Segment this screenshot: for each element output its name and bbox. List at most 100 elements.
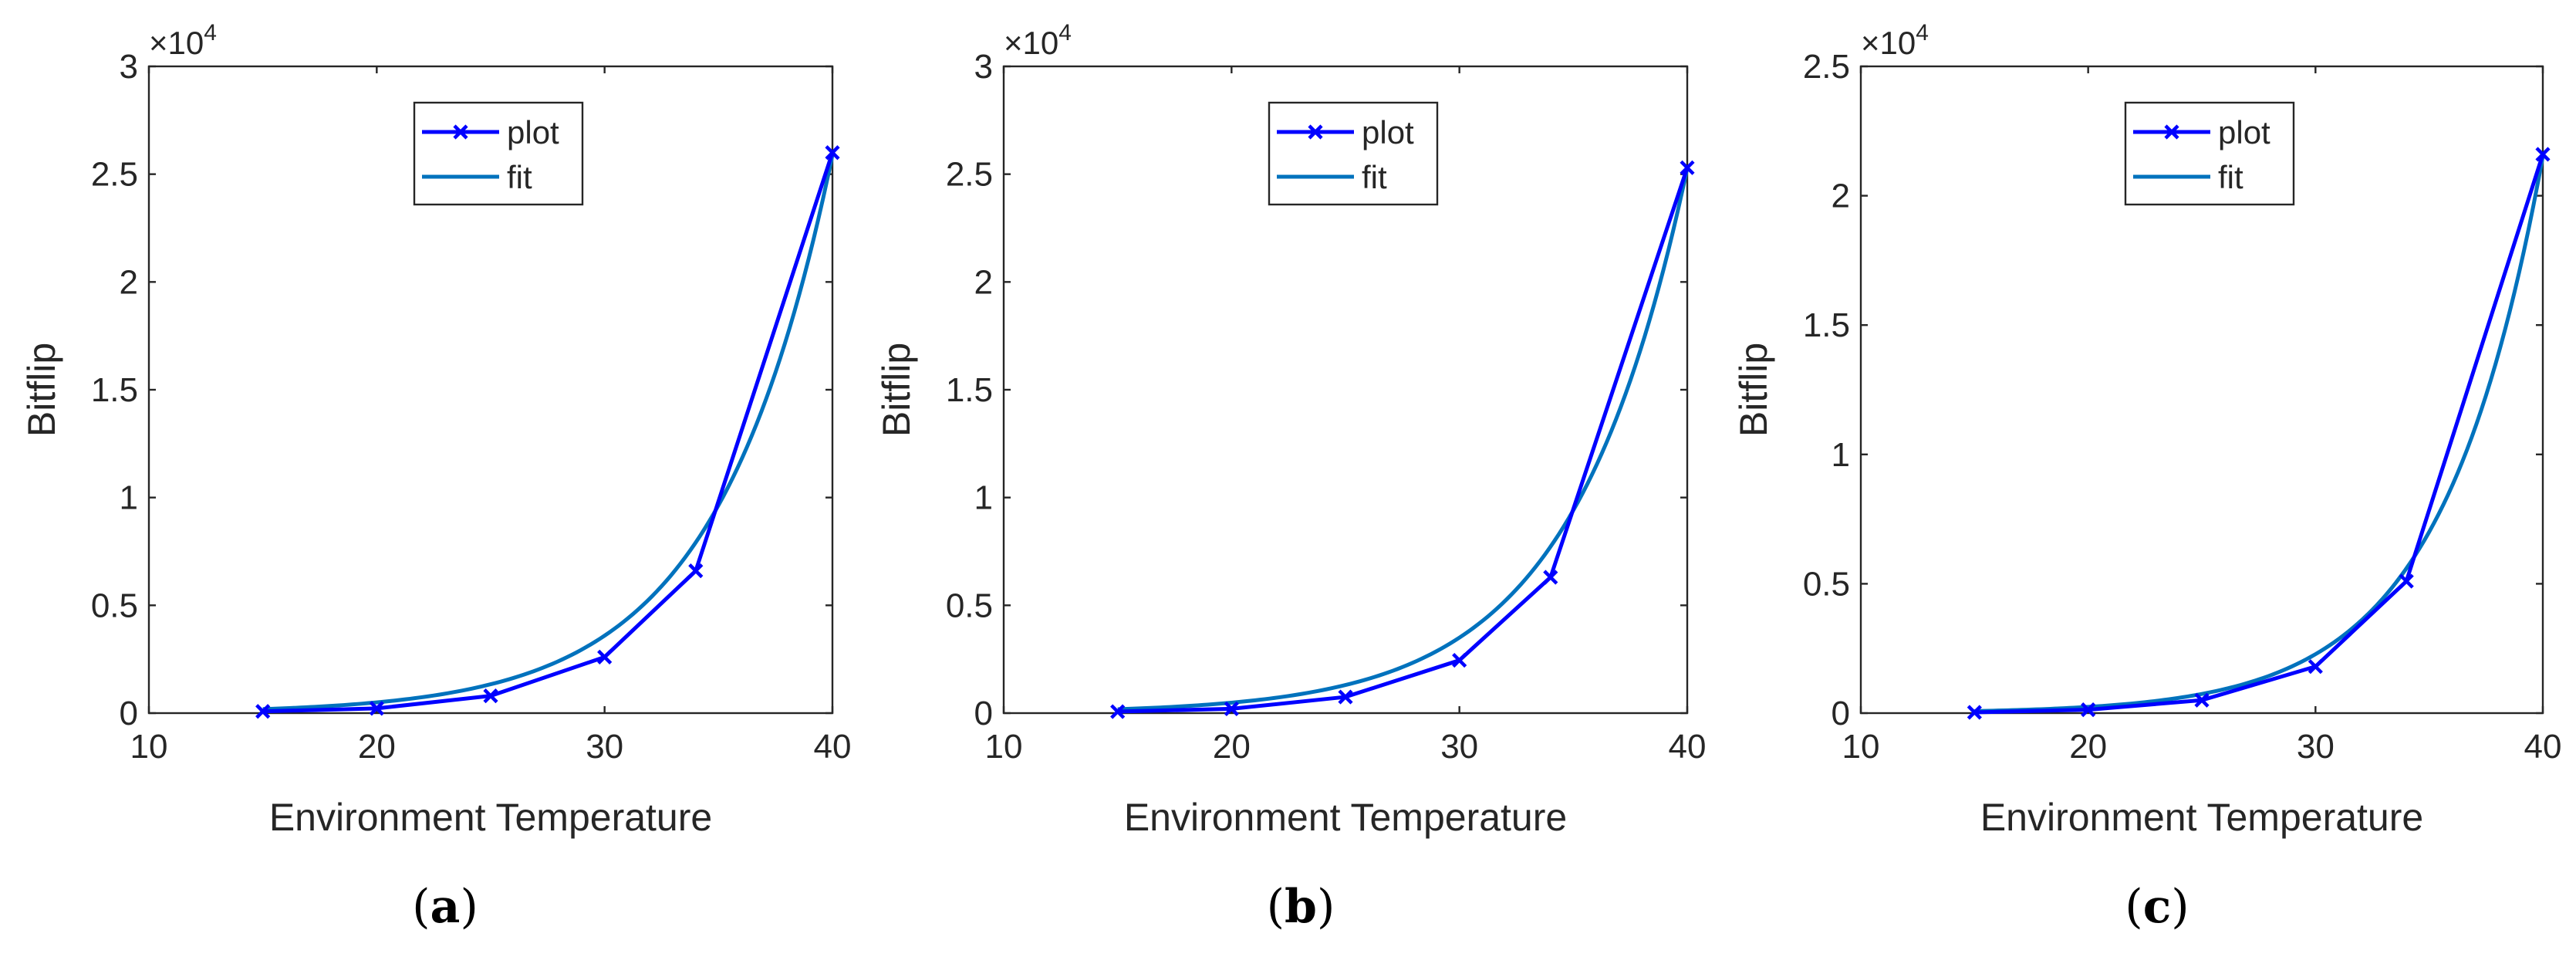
y-tick-label: 2 xyxy=(1832,178,1850,215)
y-tick-label: 2 xyxy=(120,263,138,301)
legend-plot-marker xyxy=(2164,124,2179,140)
plot-series-line xyxy=(1117,167,1690,714)
fit-series-line xyxy=(262,154,835,712)
x-tick-label: 40 xyxy=(1669,728,1707,766)
y-tick-label: 1.5 xyxy=(91,371,138,409)
caption-close-paren: ) xyxy=(2171,880,2189,934)
y-axis-label: Bitflip xyxy=(1732,343,1775,437)
legend: plot fit xyxy=(2124,101,2295,206)
y-axis-multiplier: ×104 xyxy=(1861,20,1929,61)
x-tick-label: 10 xyxy=(130,728,168,766)
plot-marker-point xyxy=(1452,652,1467,668)
caption-open-paren: ( xyxy=(2125,880,2142,934)
plot-series-line xyxy=(262,151,835,714)
plot-marker-point xyxy=(1680,160,1695,175)
legend-label-plot: plot xyxy=(2218,114,2270,150)
y-tick-label: 3 xyxy=(120,48,138,86)
caption-open-paren: ( xyxy=(412,880,430,934)
y-tick-label: 1 xyxy=(974,479,993,517)
caption-close-paren: ) xyxy=(1317,880,1335,934)
x-tick-label: 20 xyxy=(2069,728,2107,766)
legend-label-fit: fit xyxy=(2218,159,2243,195)
multiplier-base: ×10 xyxy=(1861,25,1916,61)
x-tick-label: 10 xyxy=(985,728,1023,766)
multiplier-exponent: 4 xyxy=(1916,20,1929,46)
x-tick-label: 30 xyxy=(586,728,623,766)
plot-marker-point xyxy=(483,688,498,704)
y-axis-label: Bitflip xyxy=(875,343,918,437)
legend-label-plot: plot xyxy=(507,114,559,150)
plot-marker-point xyxy=(255,704,271,719)
y-tick-label: 2 xyxy=(974,263,993,301)
x-tick-label: 40 xyxy=(2524,728,2562,766)
x-axis-label: Environment Temperature xyxy=(1124,796,1567,839)
legend-plot-marker xyxy=(1308,124,1323,140)
caption-close-paren: ) xyxy=(460,880,478,934)
y-tick-label: 2.5 xyxy=(946,156,993,194)
x-axis-label: Environment Temperature xyxy=(1980,796,2423,839)
y-tick-label: 0 xyxy=(120,695,138,732)
legend-plot-marker xyxy=(453,124,468,140)
y-axis-multiplier: ×104 xyxy=(149,20,217,61)
plot-marker-point xyxy=(1110,704,1126,719)
multiplier-base: ×10 xyxy=(149,25,204,61)
plot-marker-point xyxy=(2399,573,2414,589)
plot-marker-point xyxy=(688,563,704,579)
panel-caption: (c) xyxy=(2125,880,2189,934)
plot-marker-point xyxy=(1224,701,1239,717)
y-tick-label: 1 xyxy=(1832,436,1850,474)
caption-open-paren: ( xyxy=(1267,880,1285,934)
legend-box xyxy=(413,101,584,206)
plot-marker-point xyxy=(2194,692,2210,708)
plot-marker-point xyxy=(2535,147,2551,162)
x-tick-label: 20 xyxy=(1213,728,1251,766)
y-tick-label: 0 xyxy=(974,695,993,732)
plot-marker-point xyxy=(597,649,613,664)
legend-label-fit: fit xyxy=(507,159,532,195)
fit-series-line xyxy=(1117,167,1690,712)
plot-marker-point xyxy=(1967,705,1982,720)
plot-marker-point xyxy=(1543,570,1558,585)
y-axis-multiplier: ×104 xyxy=(1004,20,1072,61)
panel-caption: (b) xyxy=(1267,880,1335,934)
x-tick-label: 30 xyxy=(1440,728,1478,766)
legend-label-plot: plot xyxy=(1362,114,1414,150)
x-tick-label: 30 xyxy=(2297,728,2335,766)
panel-caption: (a) xyxy=(412,880,478,934)
chart-panel-c: 10 20 30 40 0 0.5 1 1.5 2 2.5 ×104 Environment Temp… xyxy=(1732,20,2561,934)
chart-panel-b: 10 20 30 40 0 0.5 1 1.5 2 2.5 3 ×104 Environment Tem… xyxy=(875,20,1706,934)
x-tick-label: 40 xyxy=(814,728,852,766)
x-tick-label: 10 xyxy=(1842,728,1880,766)
multiplier-exponent: 4 xyxy=(1058,20,1072,46)
y-axis-label: Bitflip xyxy=(20,343,63,437)
y-tick-label: 2.5 xyxy=(91,156,138,194)
multiplier-exponent: 4 xyxy=(204,20,217,46)
y-tick-label: 0.5 xyxy=(946,587,993,624)
y-tick-label: 0.5 xyxy=(1803,565,1850,603)
y-tick-label: 0 xyxy=(1832,695,1850,732)
plot-marker-point xyxy=(369,701,384,716)
legend: plot fit xyxy=(413,101,584,206)
plot-marker-point xyxy=(825,145,840,161)
y-tick-label: 3 xyxy=(974,48,993,86)
y-tick-label: 1 xyxy=(120,479,138,517)
y-tick-label: 1.5 xyxy=(946,371,993,409)
plot-marker-point xyxy=(1338,689,1353,705)
legend: plot fit xyxy=(1268,101,1439,206)
plot-marker-point xyxy=(2081,702,2096,718)
y-tick-label: 0.5 xyxy=(91,587,138,624)
legend-box xyxy=(1268,101,1439,206)
y-tick-label: 2.5 xyxy=(1803,48,1850,86)
plot-marker-point xyxy=(2308,659,2323,675)
caption-letter: c xyxy=(2143,880,2172,934)
legend-label-fit: fit xyxy=(1362,159,1387,195)
chart-panel-a: 10 20 30 40 0 0.5 1 1.5 2 2.5 3 ×104 Environment Tem… xyxy=(20,20,851,934)
fit-series-line xyxy=(1974,155,2545,713)
x-tick-label: 20 xyxy=(358,728,396,766)
caption-letter: b xyxy=(1285,880,1317,934)
x-axis-label: Environment Temperature xyxy=(269,796,712,839)
legend-box xyxy=(2124,101,2295,206)
y-tick-label: 1.5 xyxy=(1803,306,1850,344)
caption-letter: a xyxy=(430,880,461,934)
